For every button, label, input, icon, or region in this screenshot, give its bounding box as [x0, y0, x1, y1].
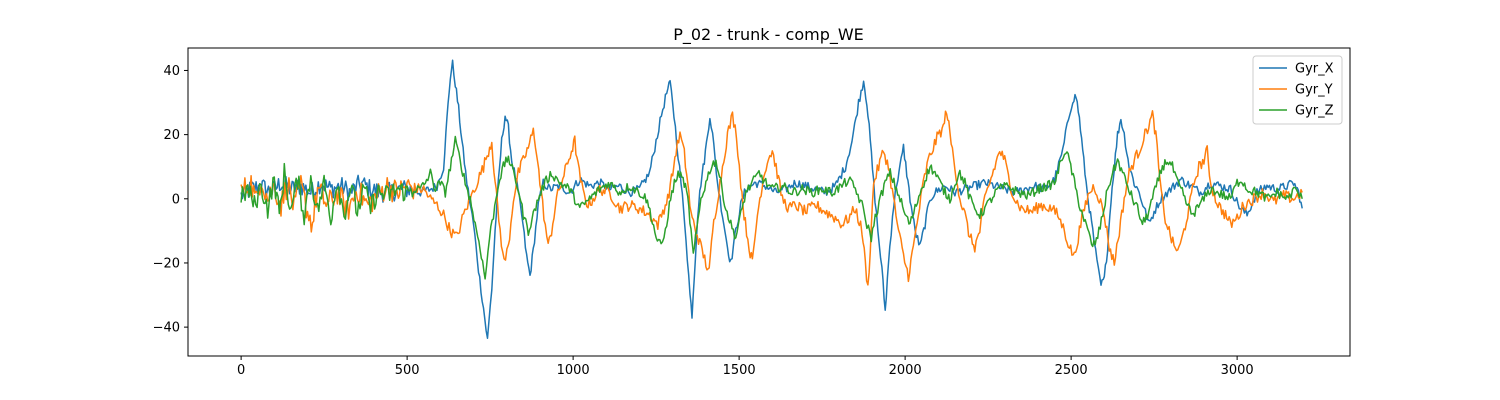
y-tick-label: 40: [163, 64, 180, 79]
y-tick-label: −20: [153, 256, 180, 271]
y-tick-label: 0: [172, 192, 180, 207]
plot-area: [240, 59, 1303, 339]
legend-label-gyr-z: Gyr_Z: [1295, 104, 1334, 119]
legend: Gyr_X Gyr_Y Gyr_Z: [1252, 55, 1343, 125]
x-tick-label: 2000: [889, 363, 922, 378]
x-tick-label: 1500: [723, 363, 756, 378]
y-tick-label: −40: [153, 321, 180, 336]
x-tick-label: 0: [237, 363, 245, 378]
y-tick-label: 20: [163, 128, 180, 143]
x-tick-label: 2500: [1055, 363, 1088, 378]
legend-label-gyr-y: Gyr_Y: [1295, 83, 1333, 98]
axes: 0 500 1000 1500 2000 2500 3000 −40 −20 0 20 40: [153, 47, 1351, 378]
legend-box: [1252, 55, 1343, 125]
axes-frame: [187, 47, 1351, 357]
series-line-gyr-x: [240, 59, 1303, 339]
legend-label-gyr-x: Gyr_X: [1295, 62, 1334, 77]
series-line-gyr-z: [240, 135, 1303, 280]
x-tick-label: 3000: [1221, 363, 1254, 378]
x-tick-label: 500: [395, 363, 420, 378]
x-tick-label: 1000: [557, 363, 590, 378]
chart-title: P_02 - trunk - comp_WE: [673, 25, 864, 45]
